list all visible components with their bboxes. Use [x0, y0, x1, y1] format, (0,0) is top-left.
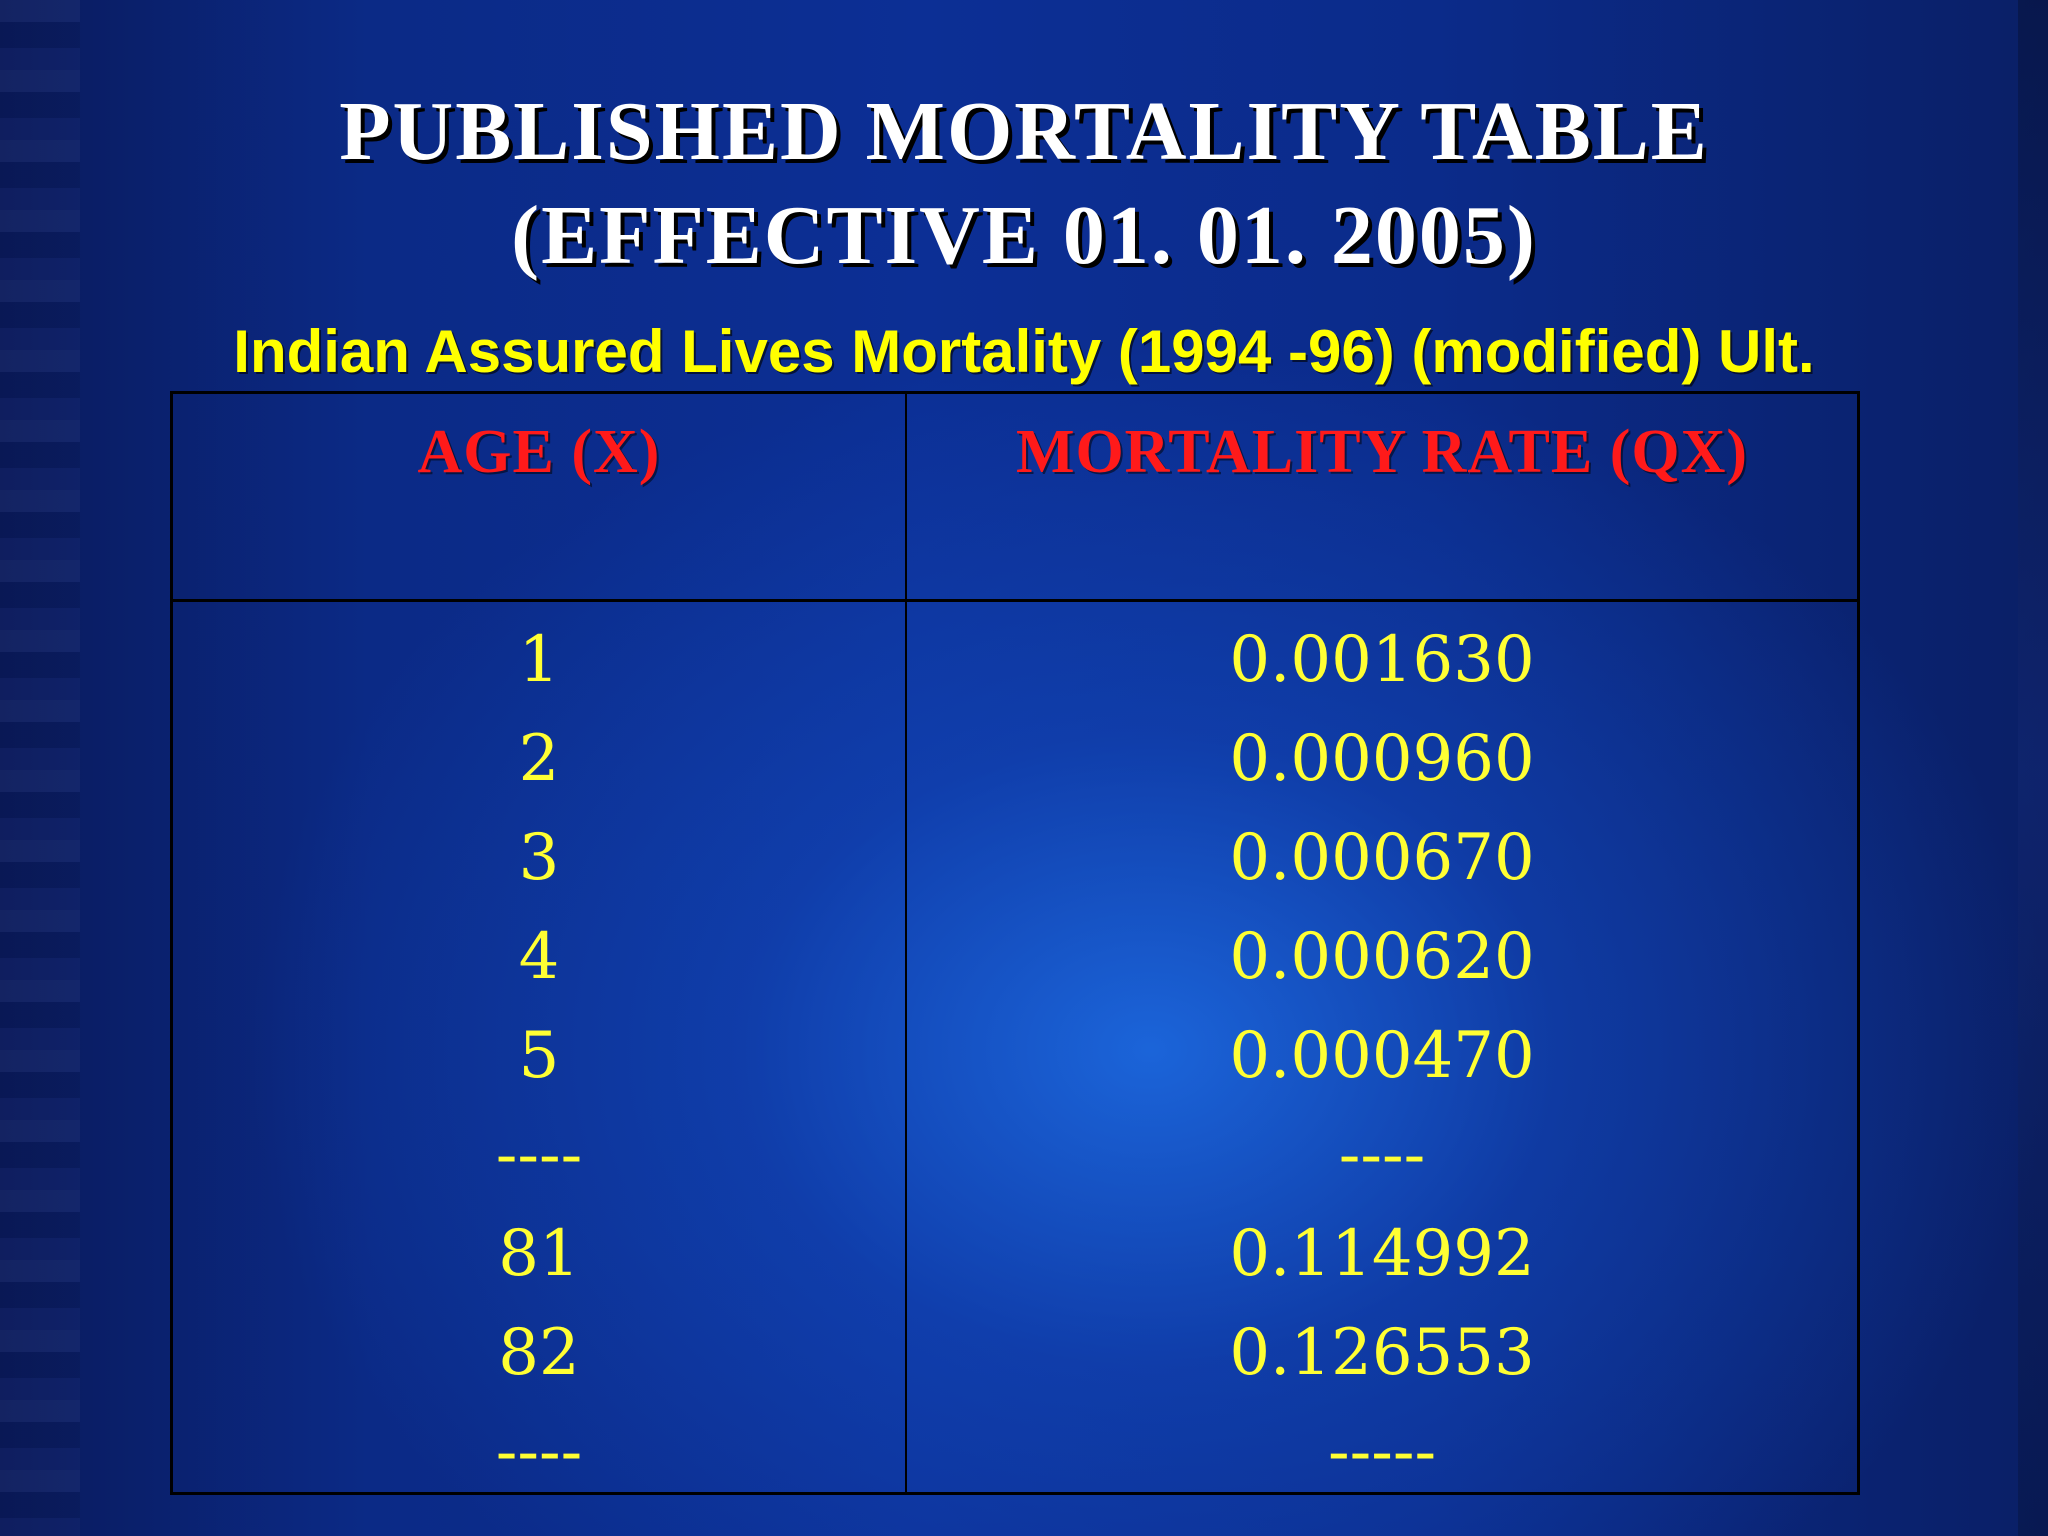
slide-title: PUBLISHED MORTALITY TABLE (EFFECTIVE 01.…: [0, 80, 2048, 288]
rate-cell: -----: [1327, 1415, 1437, 1489]
rate-cell: 0.000470: [1229, 1019, 1535, 1093]
table-body: 1 0.001630 2 0.000960 3 0.000670 4 0.000…: [173, 612, 1857, 1503]
slide-subtitle: Indian Assured Lives Mortality (1994 -96…: [233, 318, 1815, 385]
age-cell: ----: [495, 1118, 583, 1192]
header-divider: [173, 599, 1857, 602]
rate-cell: 0.000620: [1229, 920, 1535, 994]
rate-cell: 0.000960: [1229, 722, 1535, 796]
rate-cell: ----: [1338, 1118, 1426, 1192]
slide-title-line1: PUBLISHED MORTALITY TABLE: [339, 85, 1709, 178]
age-cell: 4: [518, 920, 560, 994]
table-row: ---- -----: [173, 1404, 1857, 1503]
age-cell: 3: [518, 821, 560, 895]
table-row: 4 0.000620: [173, 909, 1857, 1008]
age-cell: 5: [518, 1019, 560, 1093]
rate-cell: 0.001630: [1229, 623, 1535, 697]
rate-cell: 0.000670: [1229, 821, 1535, 895]
header-mortality-rate: MORTALITY RATE (QX): [1015, 418, 1749, 486]
header-age: AGE (X): [417, 418, 661, 486]
age-cell: 2: [518, 722, 560, 796]
table-row: 3 0.000670: [173, 810, 1857, 909]
age-cell: 1: [518, 623, 560, 697]
table-row: 82 0.126553: [173, 1305, 1857, 1404]
age-cell: 82: [498, 1316, 580, 1390]
background-stripes-left: [0, 0, 80, 1536]
age-cell: 81: [498, 1217, 580, 1291]
mortality-table: AGE (X) MORTALITY RATE (QX) 1 0.001630 2…: [170, 391, 1860, 1495]
background-stripes-right: [2018, 0, 2048, 1536]
table-row: 81 0.114992: [173, 1206, 1857, 1305]
table-row: 2 0.000960: [173, 711, 1857, 810]
column-divider: [905, 394, 907, 1492]
table-row: 1 0.001630: [173, 612, 1857, 711]
slide-title-line2: (EFFECTIVE 01. 01. 2005): [511, 189, 1537, 282]
age-cell: ----: [495, 1415, 583, 1489]
table-row: ---- ----: [173, 1107, 1857, 1206]
rate-cell: 0.114992: [1229, 1217, 1535, 1291]
rate-cell: 0.126553: [1229, 1316, 1535, 1390]
table-row: 5 0.000470: [173, 1008, 1857, 1107]
